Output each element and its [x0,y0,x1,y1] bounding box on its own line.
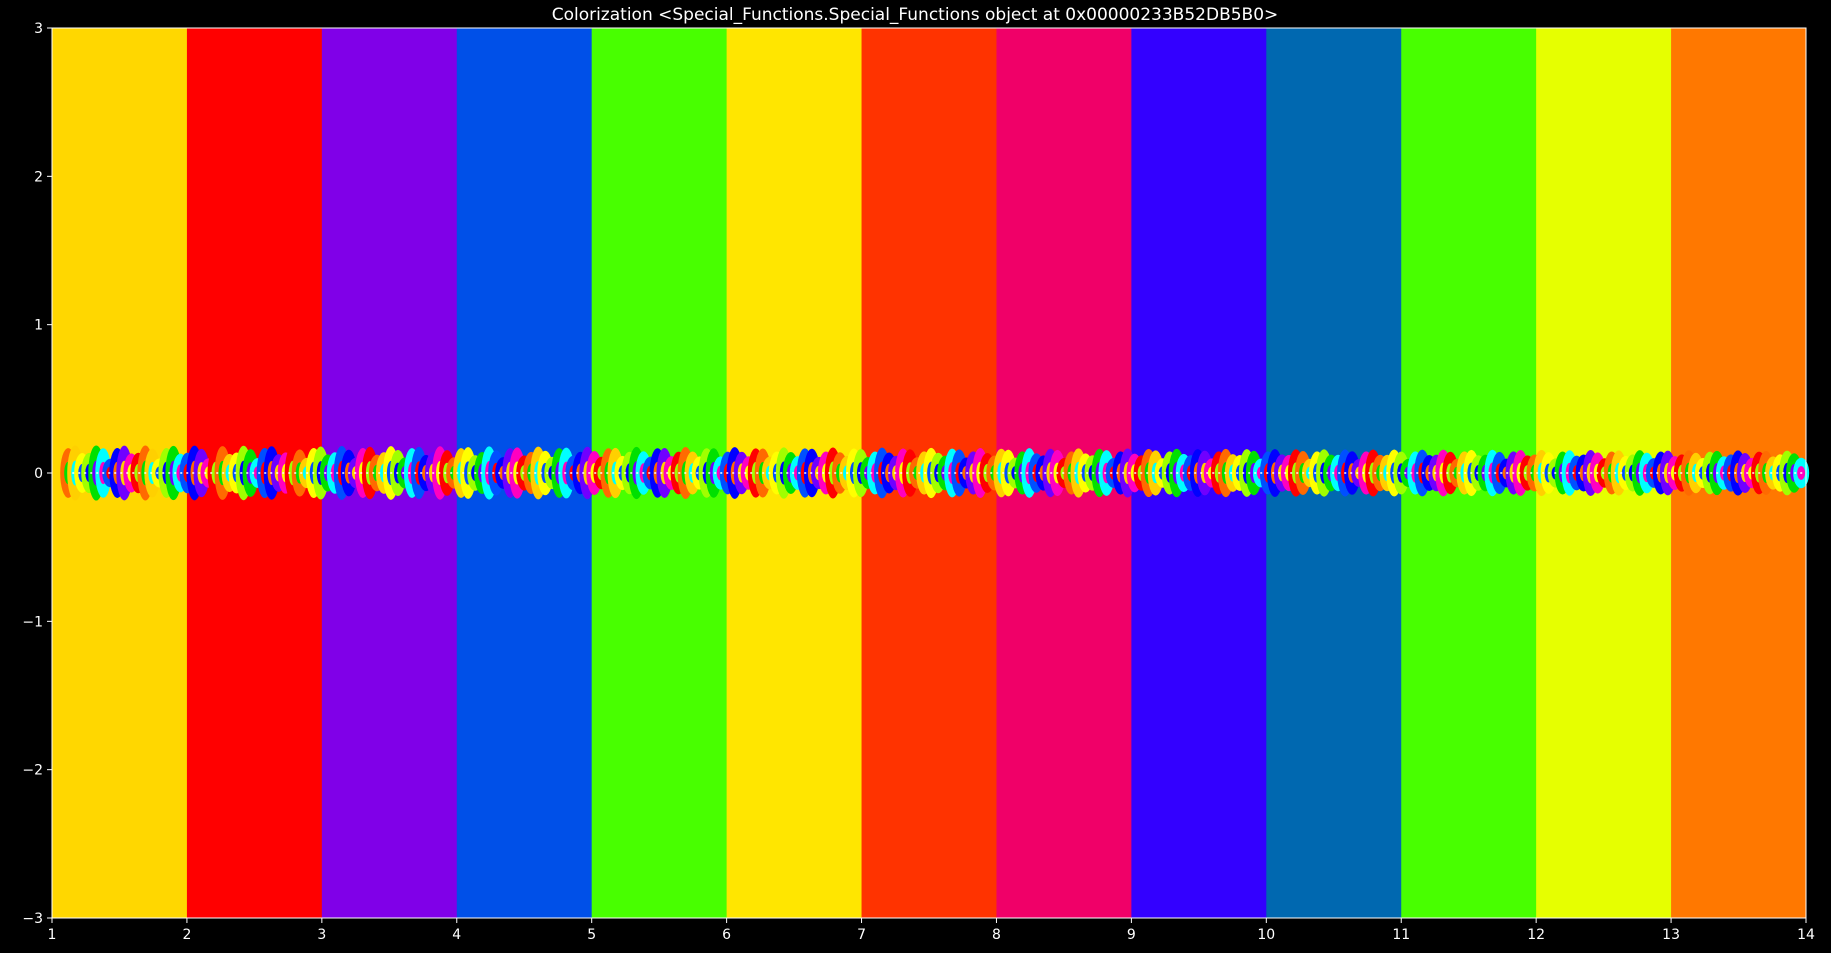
y-axis: 3 2 1 0 −1 −2 −3 [22,21,52,927]
x-tick-label: 1 [48,927,57,943]
x-tick-label: 13 [1662,927,1680,943]
x-tick-label: 3 [317,927,326,943]
y-tick-label: 0 [34,466,43,482]
x-tick-label: 5 [587,927,596,943]
x-tick-label: 4 [452,927,461,943]
y-tick-label: −2 [22,763,43,779]
x-tick-label: 12 [1527,927,1545,943]
x-tick-label: 11 [1392,927,1410,943]
x-tick-label: 10 [1257,927,1275,943]
x-tick-label: 6 [722,927,731,943]
x-tick-label: 9 [1127,927,1136,943]
zero-stripe [60,445,1810,501]
x-tick-label: 2 [182,927,191,943]
x-tick-label: 8 [992,927,1001,943]
plot-area [51,27,1810,919]
x-tick-label: 7 [857,927,866,943]
y-tick-label: 3 [34,21,43,37]
y-tick-label: −3 [22,911,43,927]
chart-title: Colorization <Special_Functions.Special_… [552,5,1279,25]
y-tick-label: 1 [34,318,43,334]
x-tick-label: 14 [1797,927,1815,943]
x-axis: 1 2 3 4 5 6 7 8 9 10 11 12 13 14 [48,918,1815,943]
y-tick-label: 2 [34,169,43,185]
y-tick-label: −1 [22,614,43,630]
